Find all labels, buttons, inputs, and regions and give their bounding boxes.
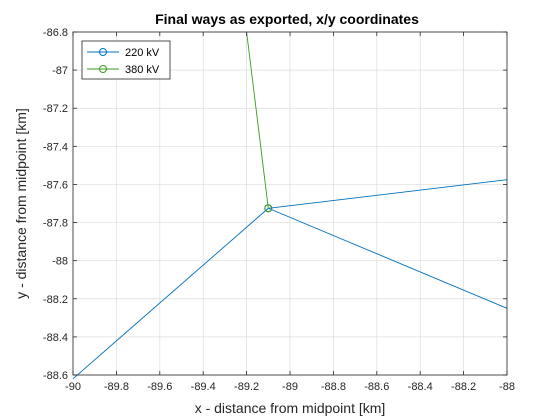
chart-title: Final ways as exported, x/y coordinates — [155, 11, 419, 27]
legend-marker-380-kv — [99, 65, 107, 73]
legend-box — [81, 40, 171, 80]
y-tick-label: -87.4 — [43, 141, 68, 153]
x-tick-label: -88.8 — [321, 381, 346, 393]
series-line-220-kv — [268, 179, 508, 209]
series-point-380-kv — [264, 204, 273, 213]
x-tick-label: -89.8 — [104, 381, 129, 393]
legend-label-380-kv: 380 kV — [125, 64, 160, 76]
x-tick-label: -89 — [282, 381, 298, 393]
legend: 220 kV 380 kV — [81, 40, 171, 80]
x-tick-label: -89.6 — [147, 381, 172, 393]
axis-ticks: -90 -89.8 -89.6 -89.4 -89.2 -89 -88.8 -88.6 -88.… — [43, 27, 515, 393]
y-tick-label: -88.6 — [43, 370, 68, 382]
y-tick-label: -87.6 — [43, 179, 68, 191]
series-layer — [72, 31, 508, 380]
series-line-380-kv — [246, 31, 269, 209]
y-tick-label: -88.4 — [43, 332, 68, 344]
y-tick-label: -86.8 — [43, 27, 68, 39]
y-tick-label: -87 — [52, 65, 68, 77]
y-axis-title: y - distance from midpoint [km] — [13, 108, 29, 299]
y-tick-label: -88.2 — [43, 294, 68, 306]
y-tick-label: -87.8 — [43, 218, 68, 230]
x-tick-label: -88.4 — [408, 381, 433, 393]
x-tick-label: -90 — [65, 381, 81, 393]
x-tick-label: -88.6 — [364, 381, 389, 393]
x-tick-label: -88 — [499, 381, 515, 393]
x-tick-label: -89.4 — [191, 381, 216, 393]
x-tick-label: -88.2 — [451, 381, 476, 393]
series-line-220-kv — [72, 207, 269, 380]
y-tick-label: -87.2 — [43, 103, 68, 115]
legend-label-220-kv: 220 kV — [125, 47, 160, 59]
x-tick-label: -89.2 — [234, 381, 259, 393]
x-axis-title: x - distance from midpoint [km] — [195, 400, 386, 416]
series-line-220-kv — [268, 207, 508, 309]
legend-marker-220-kv — [99, 48, 107, 56]
y-tick-label: -88 — [52, 256, 68, 268]
